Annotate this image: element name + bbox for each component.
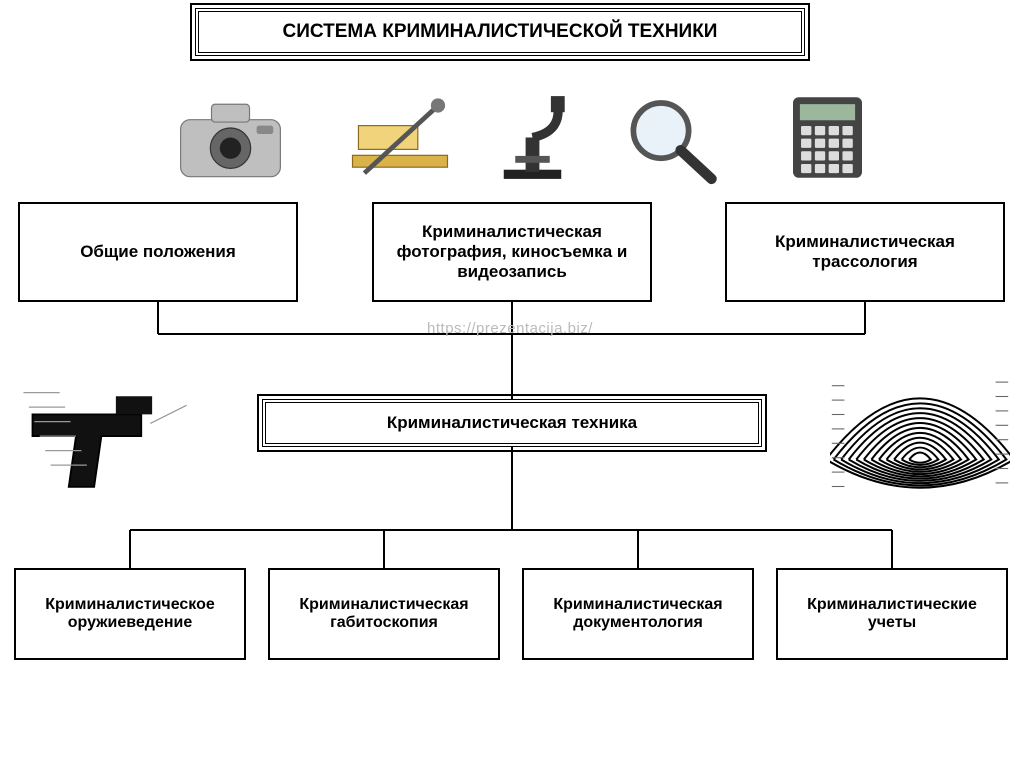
node-b2-text: Криминалистическая фотография, киносъемк… — [382, 222, 642, 282]
fingerprint-diagram-icon — [830, 350, 1010, 515]
camera-icon — [168, 90, 293, 185]
node-b2: Криминалистическая фотография, киносъемк… — [372, 202, 652, 302]
node-c4: Криминалистические учеты — [776, 568, 1008, 660]
node-c2: Криминалистическая габитоскопия — [268, 568, 500, 660]
middle-node-text: Криминалистическая техника — [387, 413, 637, 433]
node-c2-text: Криминалистическая габитоскопия — [278, 596, 490, 632]
pistol-diagram-icon — [10, 360, 200, 505]
microscope-icon — [475, 90, 590, 185]
node-c1: Криминалистическое оружиеведение — [14, 568, 246, 660]
watermark-text: https://prezentacija.biz/ — [340, 320, 680, 337]
diagram-title: СИСТЕМА КРИМИНАЛИСТИЧЕСКОЙ ТЕХНИКИ — [195, 8, 805, 56]
node-c3: Криминалистическая документология — [522, 568, 754, 660]
node-b1-text: Общие положения — [80, 242, 236, 262]
magnifier-icon — [615, 90, 730, 185]
node-b3-text: Криминалистическая трассология — [735, 232, 995, 272]
middle-node: Криминалистическая техника — [262, 399, 762, 447]
calculator-icon — [770, 90, 885, 185]
node-c4-text: Криминалистические учеты — [786, 596, 998, 632]
tools-icon — [330, 90, 470, 185]
watermark-text-span: https://prezentacija.biz/ — [427, 320, 593, 337]
node-c3-text: Криминалистическая документология — [532, 596, 744, 632]
node-b1: Общие положения — [18, 202, 298, 302]
diagram-title-text: СИСТЕМА КРИМИНАЛИСТИЧЕСКОЙ ТЕХНИКИ — [283, 21, 718, 43]
node-c1-text: Криминалистическое оружиеведение — [24, 596, 236, 632]
node-b3: Криминалистическая трассология — [725, 202, 1005, 302]
